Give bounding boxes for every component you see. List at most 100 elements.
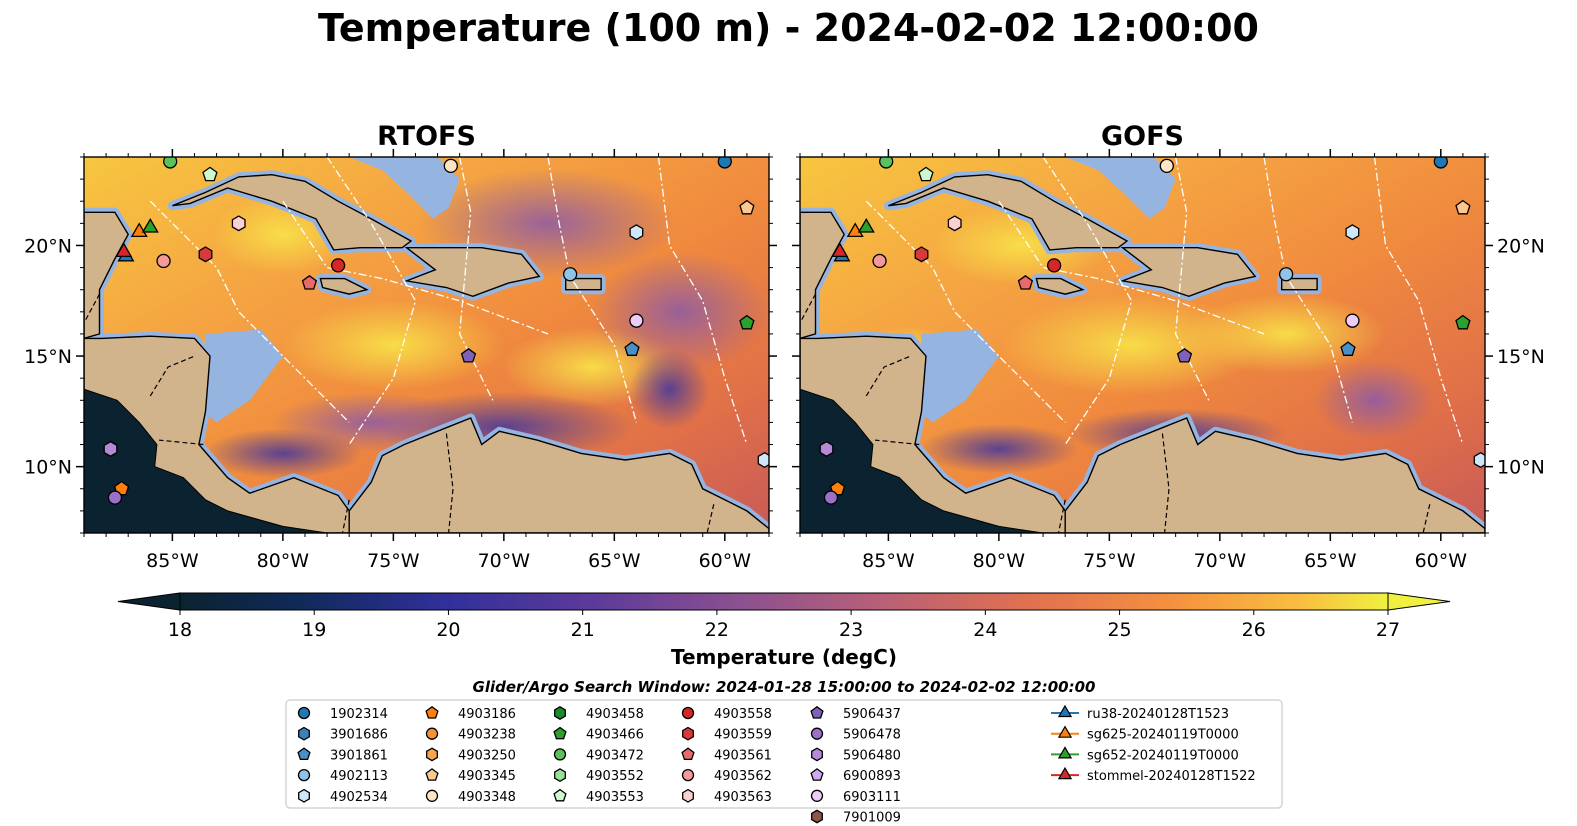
land-mass [1280,277,1318,291]
colorbar-tick-label: 22 [705,619,729,641]
legend-item-3901686: 3901686 [298,726,388,743]
eez-boundary [1174,157,1210,401]
x-tick-label: 60°W [699,550,752,572]
colorbar-tick-label: 26 [1242,619,1266,641]
float-marker-5906480 [103,440,118,457]
legend-label: 4903558 [714,707,772,722]
float-marker-5906478 [107,490,123,505]
land-mass [888,173,1129,251]
country-border [865,355,911,397]
float-marker-4903562 [872,253,887,269]
colorbar-extend-high [1387,592,1451,611]
eez-boundary [657,157,748,445]
y-tick-label: 10°N [1497,457,1545,479]
legend-box [285,699,1283,809]
land-mass [1119,246,1257,298]
glider-marker-sg652-20240119T0000 [141,218,159,233]
land-mass [348,417,769,533]
float-marker-4903563 [231,215,246,232]
land-mass [1064,417,1485,533]
float-marker-3901861 [1340,341,1356,356]
float-marker-4903559 [914,246,929,263]
float-marker-1902314 [717,157,732,169]
shelf-area [203,329,283,423]
legend-item-4903562: 4903562 [681,768,772,784]
legend-label: 4903552 [586,769,644,784]
legend-label: 4903553 [586,790,644,805]
legend-label: 5906480 [843,748,901,763]
legend-item-5906478: 5906478 [810,727,901,743]
float-marker-5906478 [823,490,839,505]
float-marker-4903558 [1046,258,1062,273]
colorbar-tick-label: 25 [1107,619,1131,641]
legend-label: ru38-20240128T1523 [1087,707,1229,722]
float-marker-4903558 [330,258,346,273]
land-mass [319,277,369,295]
country-border [1422,504,1431,533]
map-frame [799,156,1486,534]
legend-label: 4903250 [458,748,516,763]
colorbar-bar [179,592,1389,611]
x-tick-label: 80°W [973,550,1026,572]
float-marker-6903111 [1345,313,1360,328]
land-mass [403,246,541,298]
legend-label: 6903111 [843,790,901,805]
x-tick-label: 65°W [588,550,641,572]
land-mass [565,277,602,291]
legend-label: 4903348 [458,790,516,805]
legend-item-ru38-20240128T1523: ru38-20240128T1523 [1051,704,1229,722]
float-marker-4902534 [1473,451,1485,469]
float-marker-4903466 [1455,314,1471,330]
float-marker-4902534 [1345,224,1360,241]
colorbar-tick-label: 23 [839,619,863,641]
country-border [445,433,454,533]
float-marker-4903345 [1455,199,1471,215]
legend-label: 4902534 [330,790,388,805]
float-marker-4903348 [443,158,458,173]
legend-item-3901861: 3901861 [297,747,388,763]
legend-item-5906437: 5906437 [810,705,901,722]
legend-label: 4903186 [458,707,516,722]
legend-item-4903559: 4903559 [682,726,772,743]
float-marker-4903472 [163,157,178,169]
country-border [800,293,817,324]
eez-boundary [282,200,549,335]
float-marker-4902534 [629,224,644,241]
country-border [84,293,101,324]
legend-label: 1902314 [330,707,388,722]
legend-item-4903458: 4903458 [554,706,644,722]
glider-marker-stommel-20240128T1522 [115,242,133,258]
legend-item-sg652-20240119T0000: sg652-20240119T0000 [1051,746,1239,763]
colorbar-tick-label: 24 [973,619,997,641]
eez-boundary [1263,157,1354,423]
country-border [341,499,350,533]
figure-title: Temperature (100 m) - 2024-02-02 12:00:0… [317,6,1259,50]
land-mass [84,211,130,340]
legend-label: 7901009 [843,811,901,826]
float-marker-5906480 [819,440,834,457]
float-marker-4903553 [918,166,934,182]
legend-item-4903466: 4903466 [553,726,644,743]
colorbar-extend-low [117,592,181,611]
x-tick-label: 70°W [478,550,531,572]
legend-item-4903250: 4903250 [426,747,516,763]
float-marker-4903563 [947,215,962,232]
legend-item-7901009: 7901009 [811,809,901,826]
x-tick-label: 70°W [1194,550,1247,572]
panel-title: RTOFS [377,121,476,152]
land-mass [800,211,846,340]
eez-boundary [547,157,638,423]
y-tick-label: 15°N [1497,346,1545,368]
x-tick-label: 80°W [257,550,310,572]
eez-boundary [865,200,1066,423]
legend-item-4903558: 4903558 [681,706,772,722]
legend-item-1902314: 1902314 [297,706,388,722]
map-panel-rtofs: 85°W 80°W 75°W 70°W 65°W 60°W 20°N 15°N 10°N RTOF… [24,121,777,572]
y-tick-label: 15°N [24,346,72,368]
glider-marker-sg625-20240119T0000 [846,222,864,238]
glider-marker-sg652-20240119T0000 [857,218,875,233]
land-mass [172,173,413,251]
legend-label: stommel-20240128T1522 [1087,769,1256,784]
legend-label: sg652-20240119T0000 [1087,748,1239,763]
